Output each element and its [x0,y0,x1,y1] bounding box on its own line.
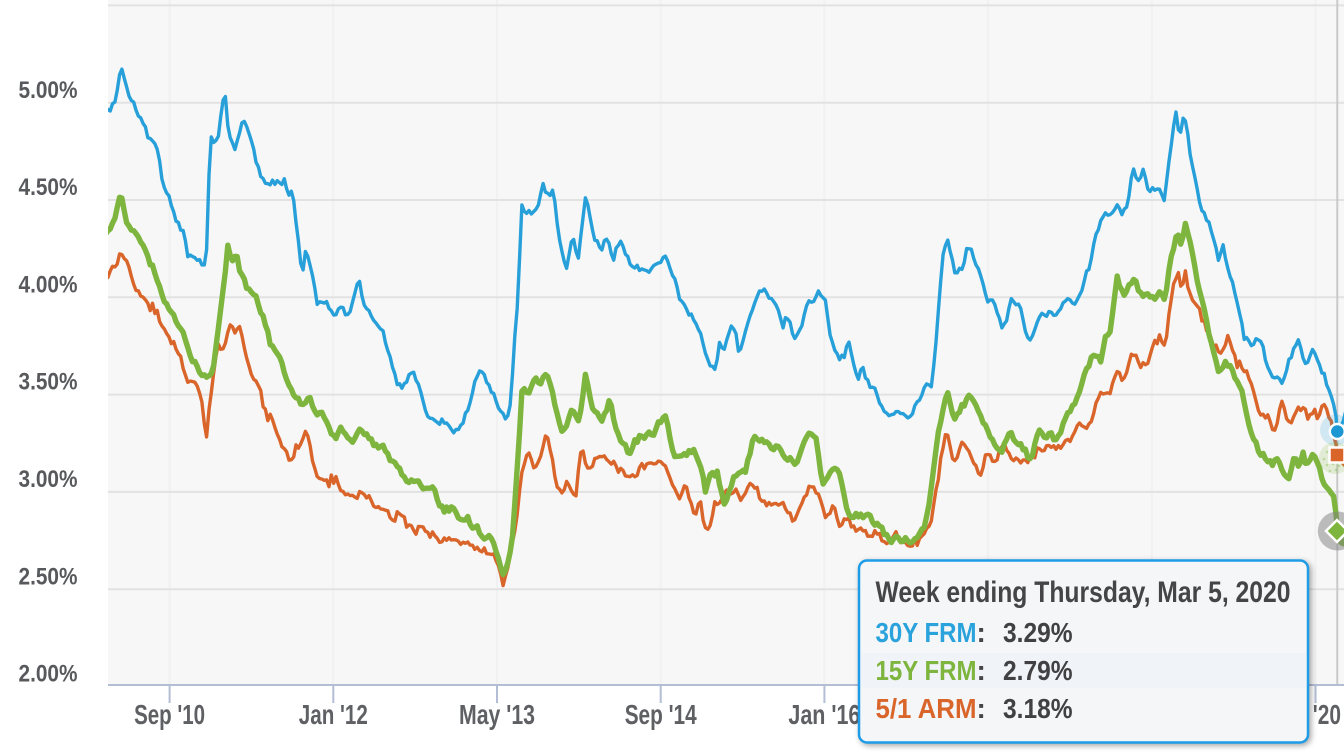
svg-text:4.50%: 4.50% [19,174,78,201]
svg-text:Sep '14: Sep '14 [625,699,697,730]
svg-text:May '13: May '13 [459,699,535,730]
svg-text:Sep '10: Sep '10 [134,699,205,730]
svg-text:Jan '12: Jan '12 [299,699,368,730]
svg-text:30Y FRM: 30Y FRM [876,617,977,648]
svg-text:2.79%: 2.79% [1003,655,1073,686]
svg-text:2.50%: 2.50% [19,563,78,590]
svg-text:3.00%: 3.00% [19,466,78,493]
svg-text::: : [977,655,986,686]
svg-text:5.00%: 5.00% [19,77,78,104]
svg-text:5/1 ARM: 5/1 ARM [876,693,977,724]
svg-text:3.50%: 3.50% [19,369,78,396]
svg-text:4.00%: 4.00% [19,271,78,298]
svg-text:2.00%: 2.00% [19,661,78,688]
svg-text:3.18%: 3.18% [1003,693,1073,724]
svg-text::: : [977,693,986,724]
svg-text:3.29%: 3.29% [1003,617,1073,648]
svg-text:15Y FRM: 15Y FRM [876,655,977,686]
svg-text:Week ending Thursday, Mar 5, 2: Week ending Thursday, Mar 5, 2020 [876,576,1291,609]
svg-text:Jan '16: Jan '16 [788,699,860,730]
svg-text::: : [977,617,986,648]
